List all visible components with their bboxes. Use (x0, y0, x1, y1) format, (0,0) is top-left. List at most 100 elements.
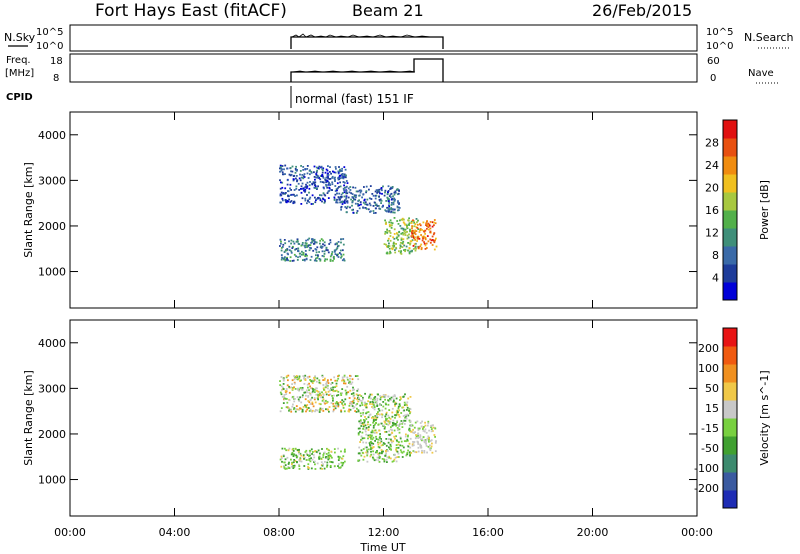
range-gate-cell (349, 380, 351, 383)
range-gate-cell (305, 258, 308, 261)
range-gate-cell (299, 179, 302, 182)
colorbar-segment (723, 174, 737, 193)
range-gate-cell (304, 391, 307, 394)
range-gate-cell (312, 454, 315, 456)
range-gate-cell (299, 255, 301, 258)
range-gate-cell (394, 249, 396, 251)
range-gate-cell (304, 199, 307, 202)
range-gate-cell (327, 174, 329, 177)
range-gate-cell (302, 253, 305, 256)
range-gate-cell (392, 400, 395, 403)
range-gate-cell (354, 202, 357, 205)
range-gate-cell (367, 400, 369, 403)
range-gate-cell (296, 238, 299, 241)
range-gate-cell (308, 410, 311, 412)
range-gate-cell (430, 428, 433, 430)
range-gate-cell (400, 237, 403, 240)
colorbar-tick-label: 4 (712, 272, 719, 285)
nsky-trace (290, 36, 444, 49)
range-gate-cell (321, 175, 323, 177)
range-gate-cell (415, 218, 418, 220)
range-gate-cell (406, 404, 408, 407)
range-gate-cell (338, 457, 341, 460)
range-gate-cell (359, 420, 362, 422)
range-gate-cell (421, 449, 423, 452)
range-gate-cell (352, 211, 355, 214)
range-gate-cell (397, 234, 400, 237)
range-gate-cell (303, 189, 305, 192)
range-gate-cell (398, 428, 401, 431)
range-gate-cell (322, 398, 325, 401)
range-gate-cell (380, 202, 382, 204)
range-gate-cell (418, 237, 421, 240)
nave-tick-bottom: 0 (710, 73, 716, 84)
range-gate-cell (414, 239, 416, 241)
range-gate-cell (292, 175, 295, 177)
range-gate-cell (416, 227, 419, 229)
range-gate-cell (390, 210, 393, 213)
range-gate-cell (399, 219, 401, 222)
range-gate-cell (315, 451, 318, 453)
range-gate-cell (295, 240, 298, 243)
range-gate-cell (297, 247, 300, 250)
range-gate-cell (370, 446, 372, 449)
range-gate-cell (285, 192, 287, 194)
range-gate-cell (430, 430, 433, 433)
range-gate-cell (385, 452, 387, 455)
colorbar-frame (722, 327, 738, 509)
range-gate-cell (295, 248, 298, 250)
range-gate-cell (359, 189, 362, 192)
range-gate-cell (392, 198, 395, 201)
range-gate-cell (396, 450, 399, 453)
range-gate-cell (397, 424, 399, 427)
range-gate-cell (282, 379, 285, 382)
range-gate-cell (341, 249, 344, 252)
range-gate-cell (294, 168, 297, 170)
range-gate-cell (348, 408, 351, 411)
range-gate-cell (295, 185, 298, 188)
range-gate-cell (325, 385, 328, 388)
range-gate-cell (281, 197, 284, 200)
range-gate-cell (340, 196, 343, 198)
range-gate-cell (410, 235, 413, 238)
range-gate-cell (325, 382, 327, 385)
range-gate-cell (298, 189, 301, 191)
range-gate-cell (304, 253, 307, 256)
range-gate-cell (429, 221, 432, 223)
range-gate-cell (326, 401, 329, 403)
range-gate-cell (323, 253, 326, 255)
range-gate-cell (302, 455, 305, 458)
range-gate-cell (328, 389, 331, 392)
range-gate-cell (291, 405, 294, 408)
range-gate-cell (372, 426, 375, 429)
range-gate-cell (359, 441, 361, 443)
range-gate-cell (359, 191, 362, 194)
range-gate-cell (317, 397, 319, 400)
range-gate-cell (368, 396, 370, 399)
range-gate-cell (336, 247, 339, 249)
range-gate-cell (393, 197, 395, 200)
range-gate-cell (408, 242, 411, 245)
range-gate-cell (339, 198, 341, 201)
range-gate-cell (300, 185, 303, 188)
range-gate-cell (373, 432, 376, 434)
range-gate-cell (388, 430, 390, 433)
range-gate-cell (343, 450, 346, 453)
range-gate-cell (431, 442, 433, 445)
range-gate-cell (384, 426, 386, 428)
range-gate-cell (365, 208, 368, 210)
range-gate-cell (324, 391, 327, 394)
range-gate-cell (388, 205, 391, 208)
range-gate-cell (347, 391, 350, 394)
range-gate-cell (280, 385, 283, 388)
range-gate-cell (332, 410, 335, 413)
range-gate-cell (299, 458, 302, 461)
range-gate-cell (374, 429, 377, 432)
range-gate-cell (406, 409, 408, 411)
range-gate-cell (324, 258, 327, 261)
range-gate-cell (367, 423, 369, 426)
range-gate-cell (376, 205, 379, 207)
range-gate-cell (312, 380, 315, 383)
range-gate-cell (332, 390, 335, 393)
range-gate-cell (377, 205, 380, 207)
